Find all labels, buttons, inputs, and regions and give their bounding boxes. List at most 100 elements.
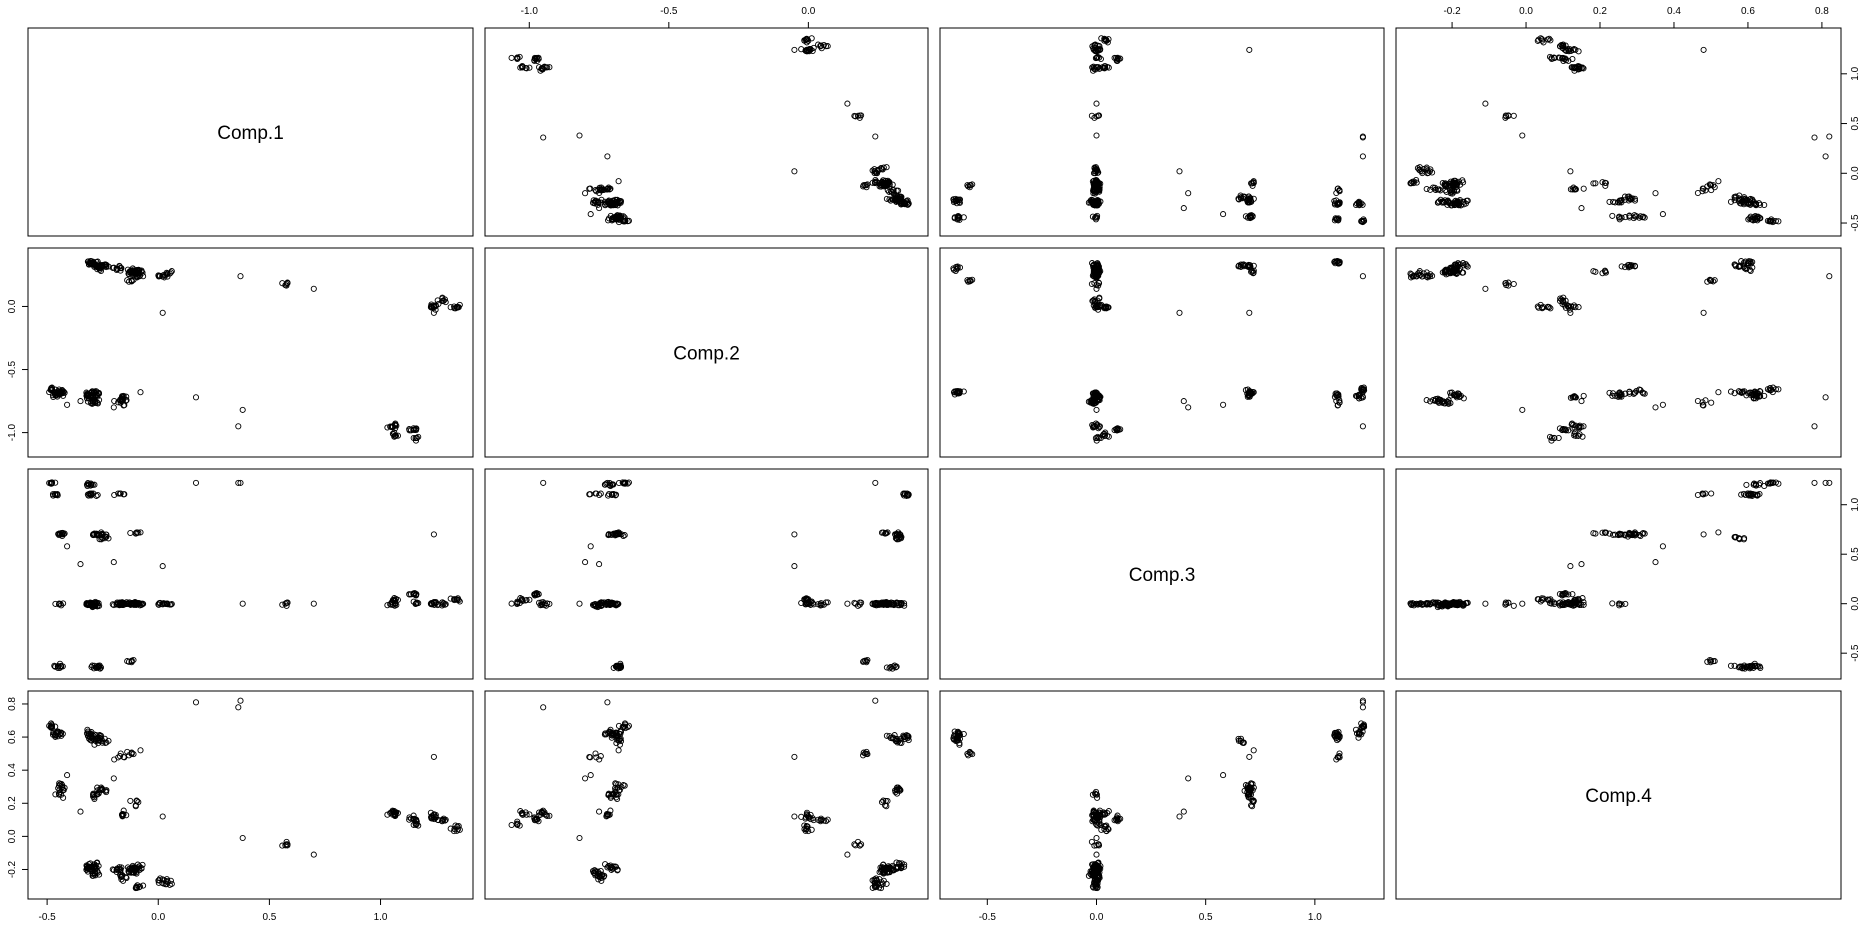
- point-4-2: [616, 736, 623, 743]
- y-tick-label-right-3: -0.5: [1850, 644, 1861, 662]
- point-1-4: [1826, 133, 1833, 140]
- point-2-3: [1101, 430, 1108, 437]
- point-2-3: [1096, 423, 1103, 430]
- point-4-2: [533, 816, 541, 823]
- point-3-1: [110, 602, 117, 609]
- point-3-1: [127, 529, 134, 537]
- point-2-4: [1751, 394, 1758, 401]
- point-2-1: [55, 391, 63, 398]
- point-3-2: [791, 563, 798, 570]
- point-3-4: [1757, 480, 1764, 487]
- point-3-1: [55, 601, 63, 608]
- point-4-1: [56, 780, 63, 787]
- point-1-3: [1247, 214, 1254, 221]
- point-2-3: [1359, 423, 1366, 430]
- point-4-2: [798, 813, 805, 820]
- point-4-2: [805, 814, 812, 821]
- point-4-3: [950, 735, 957, 742]
- point-2-4: [1539, 305, 1546, 312]
- point-2-4: [1450, 268, 1457, 275]
- point-3-2: [603, 480, 610, 487]
- point-3-1: [413, 599, 420, 606]
- point-4-2: [880, 797, 887, 804]
- point-1-2: [605, 217, 612, 224]
- point-2-4: [1590, 268, 1597, 275]
- point-1-2: [863, 182, 870, 189]
- point-3-1: [237, 479, 244, 486]
- point-4-2: [904, 732, 911, 740]
- y-tick-label-left-4: 0.4: [7, 763, 18, 777]
- point-1-3: [1088, 112, 1095, 119]
- point-1-4: [1432, 186, 1439, 194]
- point-2-1: [128, 277, 135, 284]
- point-3-1: [442, 601, 449, 608]
- panel-2-3: [939, 247, 1385, 458]
- point-4-2: [600, 873, 607, 880]
- point-1-4: [1557, 43, 1564, 50]
- point-3-1: [159, 563, 166, 570]
- point-2-4: [1700, 402, 1707, 409]
- point-3-2: [856, 599, 863, 606]
- point-1-4: [1423, 164, 1430, 171]
- point-4-2: [884, 865, 891, 872]
- point-2-3: [1104, 304, 1111, 311]
- point-2-4: [1407, 274, 1415, 281]
- point-4-2: [592, 750, 599, 757]
- point-3-1: [120, 491, 127, 498]
- point-1-2: [889, 188, 896, 195]
- point-2-1: [89, 261, 96, 268]
- point-2-4: [1560, 426, 1567, 433]
- point-1-3: [954, 197, 961, 204]
- point-2-3: [967, 277, 974, 284]
- point-3-1: [111, 491, 118, 499]
- point-2-1: [110, 404, 117, 411]
- point-2-1: [119, 397, 126, 404]
- point-3-4: [1727, 662, 1735, 669]
- point-4-1: [58, 732, 65, 739]
- point-3-2: [892, 664, 899, 671]
- point-1-2: [531, 57, 538, 64]
- point-1-2: [605, 199, 612, 206]
- point-4-1: [48, 724, 55, 731]
- point-3-4: [1618, 531, 1625, 538]
- point-1-2: [615, 178, 622, 185]
- point-2-4: [1775, 386, 1782, 393]
- point-3-4: [1567, 563, 1574, 570]
- panel-3-4: [1395, 468, 1842, 680]
- point-4-2: [815, 816, 822, 823]
- point-3-1: [192, 479, 200, 486]
- point-4-2: [883, 803, 890, 810]
- point-1-4: [1707, 182, 1714, 189]
- point-1-3: [1101, 65, 1108, 72]
- point-2-4: [1715, 389, 1722, 396]
- point-3-1: [134, 600, 141, 607]
- point-4-2: [508, 821, 515, 829]
- point-1-3: [1091, 165, 1098, 172]
- point-4-2: [586, 753, 593, 761]
- point-3-1: [54, 492, 61, 499]
- point-2-4: [1694, 397, 1701, 405]
- point-1-4: [1612, 199, 1619, 206]
- point-1-2: [810, 44, 817, 51]
- point-1-4: [1427, 166, 1434, 173]
- point-4-2: [546, 812, 553, 819]
- point-3-4: [1621, 531, 1629, 538]
- point-1-2: [873, 169, 880, 176]
- point-2-1: [134, 273, 141, 280]
- point-3-4: [1503, 600, 1510, 607]
- point-2-4: [1636, 386, 1643, 393]
- x-tick-label-top-4: -0.2: [1443, 6, 1461, 17]
- point-1-2: [576, 132, 583, 139]
- point-3-1: [84, 480, 91, 487]
- point-3-4: [1622, 600, 1629, 607]
- point-4-1: [439, 818, 446, 825]
- point-4-1: [52, 723, 59, 730]
- x-tick-label-top-4: 0.8: [1815, 6, 1829, 17]
- point-2-4: [1601, 267, 1609, 274]
- point-4-2: [810, 817, 817, 824]
- point-2-4: [1741, 265, 1748, 272]
- point-3-1: [51, 491, 58, 498]
- point-2-4: [1652, 404, 1659, 411]
- y-tick-label-left-2: -1.0: [7, 424, 18, 442]
- y-tick-label-right-3: 0.0: [1850, 596, 1861, 610]
